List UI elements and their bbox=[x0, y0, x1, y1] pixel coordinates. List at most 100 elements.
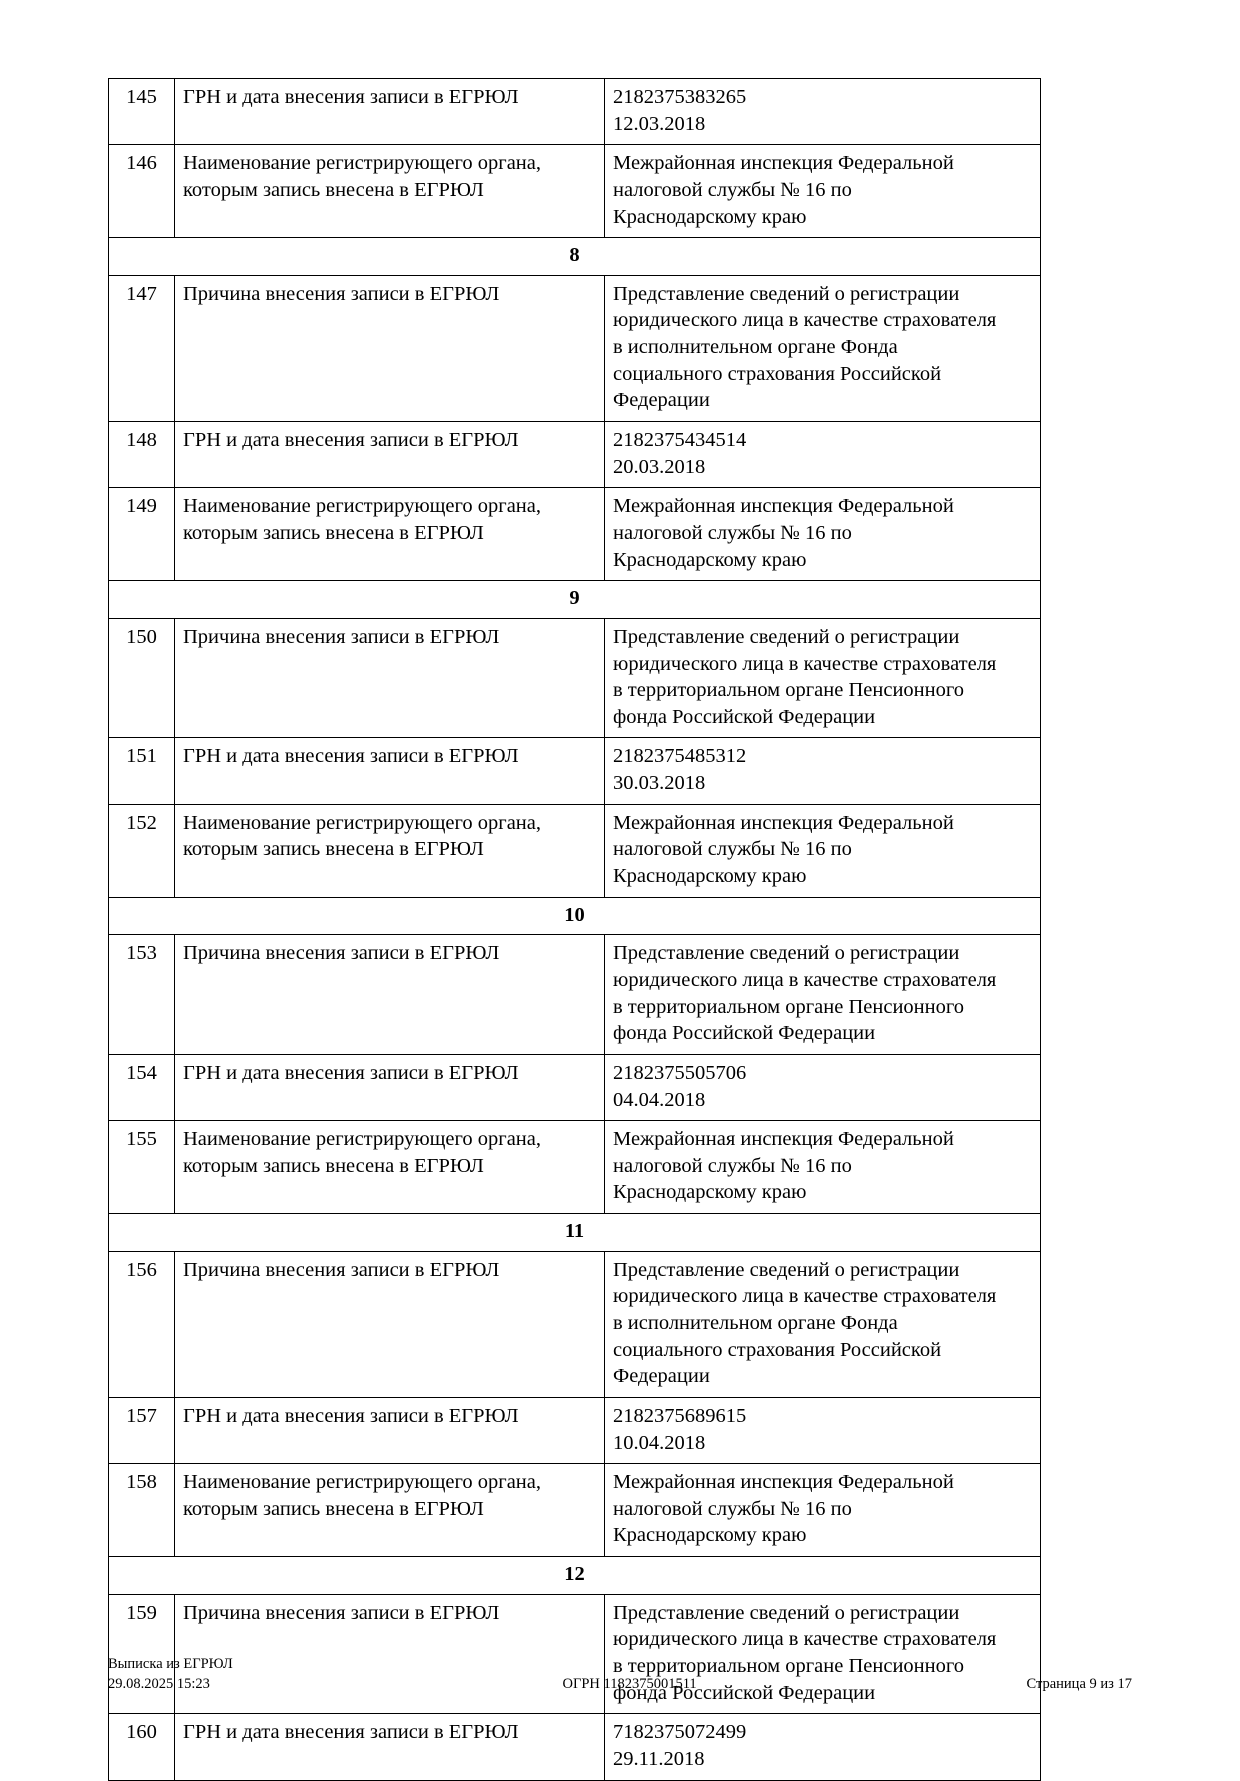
row-value-cell: Представление сведений о регистрации юрид… bbox=[604, 1250, 1041, 1398]
row-value-line: Межрайонная инспекция Федеральной bbox=[613, 495, 954, 518]
row-value-line: 30.03.2018 bbox=[613, 772, 706, 795]
row-label-cell: ГРН и дата внесения записи в ЕГРЮЛ bbox=[174, 421, 605, 489]
row-value-line: налоговой службы № 16 по bbox=[613, 1154, 852, 1177]
row-value-cell: Межрайонная инспекция Федеральной налогов… bbox=[604, 487, 1041, 582]
row-number-cell: 150 bbox=[108, 617, 175, 739]
row-value-line: 2182375505706 bbox=[613, 1061, 747, 1084]
row-value-line: юридического лица в качестве страховател… bbox=[613, 1285, 997, 1308]
table-row: 154 ГРН и дата внесения записи в ЕГРЮЛ 218… bbox=[108, 1053, 1041, 1122]
row-value-cell: 2182375383265 12.03.2018 bbox=[604, 77, 1041, 146]
row-label-cell: Наименование регистрирующего органа, кот… bbox=[174, 144, 605, 239]
table-row: 148 ГРН и дата внесения записи в ЕГРЮЛ 218… bbox=[108, 421, 1041, 489]
row-value-line: Представление сведений о регистрации bbox=[613, 1258, 960, 1281]
table-row: 150 Причина внесения записи в ЕГРЮЛ Предст… bbox=[108, 617, 1041, 739]
row-value-line: Краснодарскому краю bbox=[613, 865, 807, 888]
row-value-cell: Представление сведений о регистрации юрид… bbox=[604, 617, 1041, 739]
row-value-line: Краснодарскому краю bbox=[613, 205, 807, 228]
row-number-cell: 155 bbox=[108, 1120, 175, 1215]
row-value-line: в исполнительном органе Фонда bbox=[613, 336, 898, 359]
row-value-line: Представление сведений о регистрации bbox=[613, 282, 960, 305]
row-value-line: фонда Российской Федерации bbox=[613, 1022, 876, 1045]
row-value-line: Представление сведений о регистрации bbox=[613, 1601, 960, 1624]
row-number-cell: 153 bbox=[108, 934, 175, 1055]
row-label-cell: Причина внесения записи в ЕГРЮЛ bbox=[174, 934, 605, 1055]
page-footer: Выписка из ЕГРЮЛ 29.08.2025 15:23 ОГРН 1… bbox=[108, 1655, 1132, 1694]
section-header-row: 10 bbox=[108, 896, 1041, 936]
row-value-line: в исполнительном органе Фонда bbox=[613, 1311, 898, 1334]
row-value-line: Представление сведений о регистрации bbox=[613, 942, 960, 965]
row-value-line: в территориальном органе Пенсионного bbox=[613, 995, 965, 1018]
row-label-cell: ГРН и дата внесения записи в ЕГРЮЛ bbox=[174, 1713, 605, 1781]
row-value-cell: Представление сведений о регистрации юрид… bbox=[604, 934, 1041, 1055]
row-label-cell: Наименование регистрирующего органа, кот… bbox=[174, 1120, 605, 1215]
row-value-line: юридического лица в качестве страховател… bbox=[613, 652, 997, 675]
table-row: 153 Причина внесения записи в ЕГРЮЛ Предст… bbox=[108, 934, 1041, 1055]
table-row: 160 ГРН и дата внесения записи в ЕГРЮЛ 718… bbox=[108, 1713, 1041, 1781]
table-row: 159 Причина внесения записи в ЕГРЮЛ Предст… bbox=[108, 1593, 1041, 1715]
section-header-row: 12 bbox=[108, 1556, 1041, 1595]
row-value-line: Представление сведений о регистрации bbox=[613, 625, 960, 648]
row-number-cell: 152 bbox=[108, 803, 175, 898]
table-row: 158 Наименование регистрирующего органа, … bbox=[108, 1463, 1041, 1558]
row-value-cell: 2182375689615 10.04.2018 bbox=[604, 1396, 1041, 1465]
row-value-line: фонда Российской Федерации bbox=[613, 705, 876, 728]
table-row: 157 ГРН и дата внесения записи в ЕГРЮЛ 218… bbox=[108, 1396, 1041, 1465]
row-number-cell: 157 bbox=[108, 1396, 175, 1465]
row-value-line: фонда Российской Федерации bbox=[613, 1681, 876, 1704]
section-header-row: 9 bbox=[108, 580, 1041, 619]
table-row: 151 ГРН и дата внесения записи в ЕГРЮЛ 218… bbox=[108, 737, 1041, 805]
row-number-cell: 158 bbox=[108, 1463, 175, 1558]
row-value-line: 2182375434514 bbox=[613, 429, 747, 452]
row-value-line: 04.04.2018 bbox=[613, 1088, 706, 1111]
row-value-line: Федерации bbox=[613, 1365, 710, 1388]
row-value-cell: Межрайонная инспекция Федеральной налогов… bbox=[604, 1120, 1041, 1215]
row-value-line: в территориальном органе Пенсионного bbox=[613, 1655, 965, 1678]
footer-timestamp: 29.08.2025 15:23 bbox=[108, 1675, 210, 1692]
row-value-line: налоговой службы № 16 по bbox=[613, 1497, 852, 1520]
section-number: 8 bbox=[108, 237, 1041, 276]
row-number-cell: 156 bbox=[108, 1250, 175, 1398]
row-value-cell: Представление сведений о регистрации юрид… bbox=[604, 274, 1041, 423]
row-value-line: юридического лица в качестве страховател… bbox=[613, 309, 997, 332]
row-value-line: юридического лица в качестве страховател… bbox=[613, 968, 997, 991]
row-value-cell: Представление сведений о регистрации юрид… bbox=[604, 1593, 1041, 1715]
row-value-cell: 7182375072499 29.11.2018 bbox=[604, 1713, 1041, 1781]
row-value-cell: 2182375505706 04.04.2018 bbox=[604, 1053, 1041, 1122]
row-value-line: социального страхования Российской bbox=[613, 1338, 942, 1361]
row-number-cell: 145 bbox=[108, 77, 175, 146]
row-number-cell: 154 bbox=[108, 1053, 175, 1122]
table-row: 147 Причина внесения записи в ЕГРЮЛ Предст… bbox=[108, 274, 1041, 423]
section-number: 12 bbox=[108, 1556, 1041, 1595]
footer-page-number: Страница 9 из 17 bbox=[1026, 1675, 1132, 1692]
section-number: 9 bbox=[108, 580, 1041, 619]
row-value-line: Межрайонная инспекция Федеральной bbox=[613, 152, 954, 175]
row-value-line: 2182375485312 bbox=[613, 745, 747, 768]
row-label-cell: Наименование регистрирующего органа, кот… bbox=[174, 1463, 605, 1558]
row-value-line: Краснодарскому краю bbox=[613, 548, 807, 571]
table-row: 145 ГРН и дата внесения записи в ЕГРЮЛ 218… bbox=[108, 77, 1041, 146]
section-number: 11 bbox=[108, 1213, 1041, 1252]
row-value-line: 29.11.2018 bbox=[613, 1747, 705, 1770]
row-value-line: Межрайонная инспекция Федеральной bbox=[613, 1128, 954, 1151]
row-label-cell: Причина внесения записи в ЕГРЮЛ bbox=[174, 1250, 605, 1398]
row-value-cell: 2182375485312 30.03.2018 bbox=[604, 737, 1041, 805]
row-label-cell: ГРН и дата внесения записи в ЕГРЮЛ bbox=[174, 77, 605, 146]
row-number-cell: 159 bbox=[108, 1593, 175, 1715]
row-value-cell: Межрайонная инспекция Федеральной налогов… bbox=[604, 1463, 1041, 1558]
table-row: 149 Наименование регистрирующего органа, … bbox=[108, 487, 1041, 582]
section-header-row: 8 bbox=[108, 237, 1041, 276]
row-number-cell: 160 bbox=[108, 1713, 175, 1781]
footer-document-type: Выписка из ЕГРЮЛ bbox=[108, 1656, 233, 1672]
row-label-cell: ГРН и дата внесения записи в ЕГРЮЛ bbox=[174, 737, 605, 805]
row-value-line: 7182375072499 bbox=[613, 1721, 747, 1744]
row-value-cell: 2182375434514 20.03.2018 bbox=[604, 421, 1041, 489]
section-header-row: 11 bbox=[108, 1213, 1041, 1252]
row-label-cell: Причина внесения записи в ЕГРЮЛ bbox=[174, 274, 605, 423]
row-number-cell: 147 bbox=[108, 274, 175, 423]
row-value-line: Краснодарскому краю bbox=[613, 1524, 807, 1547]
row-value-line: Федерации bbox=[613, 389, 710, 412]
row-number-cell: 151 bbox=[108, 737, 175, 805]
row-value-line: в территориальном органе Пенсионного bbox=[613, 679, 965, 702]
egrul-records-table: 145 ГРН и дата внесения записи в ЕГРЮЛ 218… bbox=[108, 77, 1041, 1781]
